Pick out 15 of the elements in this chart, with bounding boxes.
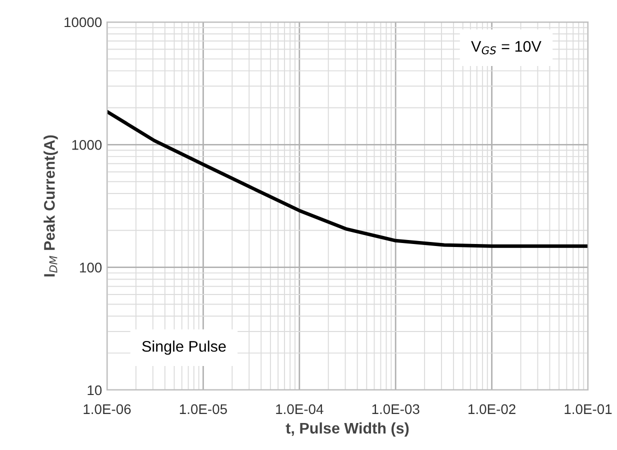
annotation: Single Pulse (142, 340, 226, 355)
x-tick-label: 1.0E-03 (372, 404, 420, 414)
y-axis-title: I$_{DM}$ Peak Current(A) (44, 135, 58, 276)
x-tick-label: 1.0E-06 (84, 404, 131, 414)
x-tick-label: 1.0E-05 (180, 404, 227, 414)
annotation: V$_{GS}$ = 10V (471, 41, 542, 54)
x-tick-label: 1.0E-04 (276, 404, 324, 414)
y-tick-label: 10000 (64, 17, 102, 28)
x-tick-label: 1.0E-02 (468, 404, 516, 414)
y-tick-label: 10 (88, 385, 102, 396)
x-tick-label: 1.0E-01 (564, 404, 612, 414)
y-tick-label: 100 (80, 262, 102, 273)
line-series (107, 110, 588, 248)
y-tick-label: 1000 (72, 140, 102, 150)
x-axis-title: t, Pulse Width (s) (286, 422, 409, 437)
